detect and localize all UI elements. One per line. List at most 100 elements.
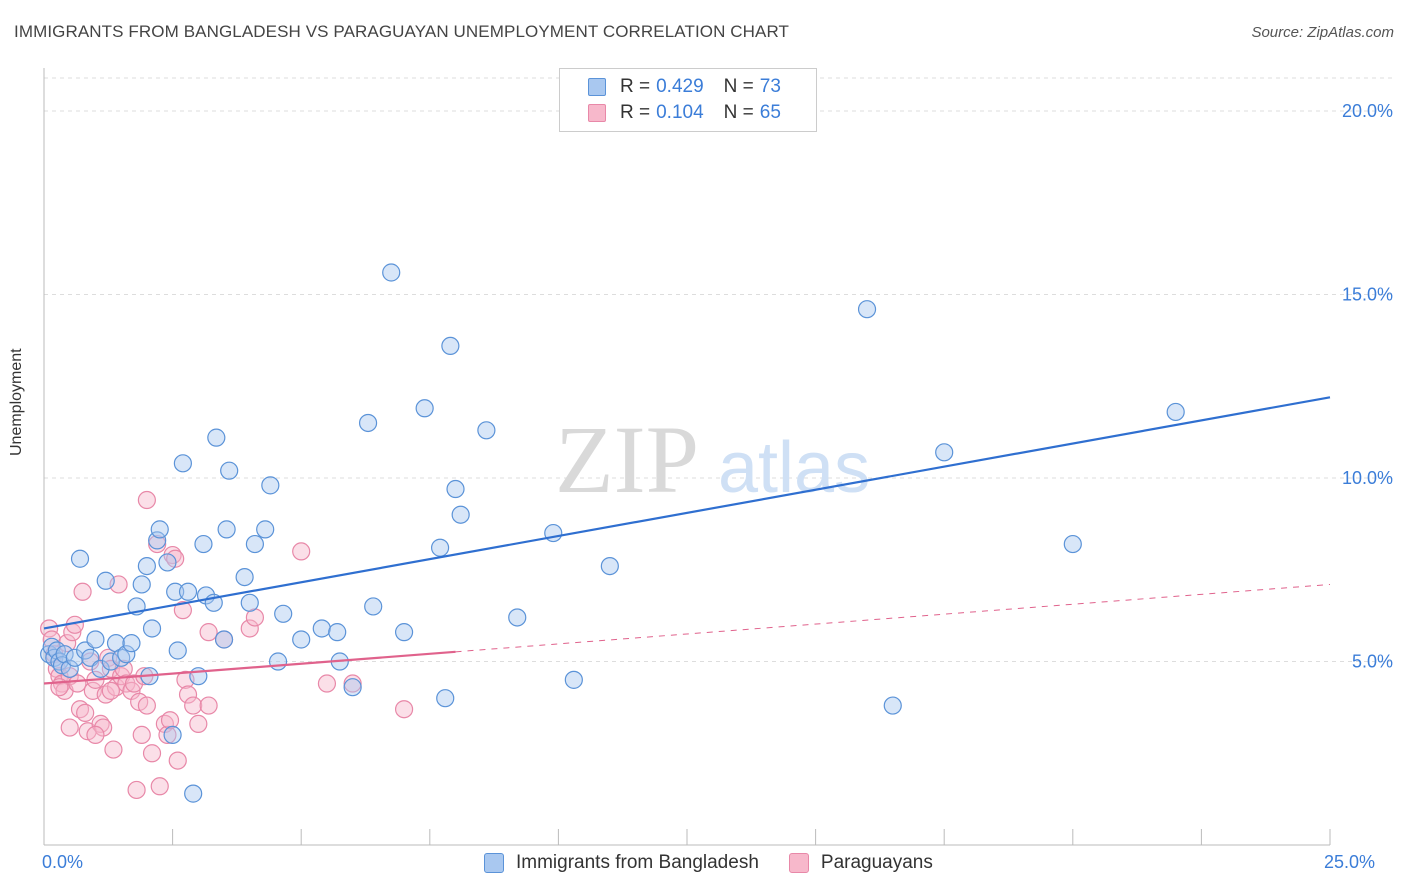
bangladesh-point [382,263,401,282]
paraguayans-point [124,674,144,693]
watermark-atlas: atlas [718,428,870,508]
bangladesh-point [150,520,169,539]
bangladesh-point [564,670,583,689]
bangladesh-point [207,428,226,447]
paraguayans-trend-line [43,650,456,685]
bangladesh-point [857,300,877,319]
bangladesh-point [261,476,280,495]
paraguayans-point [137,490,156,510]
bangladesh-point [184,784,203,803]
bangladesh-point [441,336,460,355]
paraguayans-point [158,725,177,745]
y-tick-label: 10.0% [1342,468,1393,488]
bangladesh-point [436,689,455,708]
bangladesh-point [328,623,347,642]
bangladesh-point [446,479,465,499]
paraguayans-point [68,674,87,693]
bangladesh-point [166,582,185,601]
paraguayans-point [104,740,123,759]
bangladesh-trend-line [43,396,1331,630]
bangladesh-point [364,597,383,616]
axes [43,68,1331,846]
paraguayans-point [199,623,218,642]
bangladesh-point [173,454,192,473]
source-credit: Source: ZipAtlas.com [1251,24,1394,41]
bangladesh-point [96,571,115,590]
paraguayans-point [184,696,203,715]
bangladesh-point [235,568,254,587]
paraguayans-point [292,542,311,561]
paraguayans-point [160,711,180,730]
bangladesh-point [415,399,434,418]
paraguayans-point [42,630,61,649]
bangladesh-point [600,556,619,576]
paraguayans-point [132,725,151,745]
trend-lines [43,396,1331,685]
bangladesh-point [935,443,954,462]
bangladesh-point [117,645,136,664]
paraguayans-point [168,751,187,770]
legend-label-paraguayans: Paraguayans [820,852,933,873]
legend-swatch-blue [484,853,504,873]
paraguayans-point [60,718,79,737]
paraguayans-point [189,714,208,733]
bangladesh-point [91,659,110,678]
paraguayans-point [127,780,146,800]
paraguayans-point [73,582,92,601]
paraguayans-point [199,696,218,715]
bangladesh-point [292,630,311,649]
bangladesh-point [65,648,84,667]
bangladesh-point [240,593,259,612]
legend-swatch-pink [588,104,606,122]
bangladesh-point [60,659,79,678]
paraguayans-point [178,685,198,704]
bangladesh-point [142,619,162,638]
paraguayans-point [317,674,337,693]
x-tick-label-max: 25.0% [1324,852,1376,872]
series-legend: Immigrants from Bangladesh Paraguayans [484,852,963,874]
bangladesh-point [122,634,141,653]
bangladesh-point [148,531,167,550]
legend-item-paraguayans: Paraguayans [788,852,933,874]
stats-legend: R = 0.429 N = 73 R = 0.104 N = 65 [559,68,817,132]
bangladesh-point [312,619,331,638]
paraguayans-point [137,696,156,715]
legend-r-label: R = [620,102,651,123]
paraguayans-point [101,681,120,700]
paraguayans-point [58,634,77,653]
paraguayans-point [150,777,169,796]
bangladesh-point [430,538,450,557]
bangladesh-point [451,505,470,524]
bangladesh-point [101,652,120,671]
chart-title: IMMIGRANTS FROM BANGLADESH VS PARAGUAYAN… [14,22,790,41]
paraguayans-point [142,744,162,763]
legend-n-label: N = [723,76,754,97]
legend-n-value: 65 [759,102,781,123]
legend-r-value: 0.104 [656,102,704,123]
legend-n-label: N = [723,102,754,123]
paraguayans-point [94,718,113,737]
watermark-zip: ZIP [555,406,699,513]
paraguayans-trend-extension [455,583,1331,653]
bangladesh-point [158,553,177,572]
legend-row-paraguayans: R = 0.104 N = 65 [588,101,781,125]
bangladesh-point [168,641,187,660]
y-tick-label: 5.0% [1352,652,1393,672]
bangladesh-point [394,623,414,642]
bangladesh-point [274,604,293,623]
bangladesh-point [343,678,362,697]
legend-r-label: R = [620,76,651,97]
y-tick-labels: 5.0% 10.0% 15.0% 20.0% [1342,101,1393,671]
bangladesh-point [220,461,239,480]
bangladesh-point [245,534,265,554]
paraguayans-point [86,725,105,745]
bangladesh-point [883,696,902,715]
bangladesh-point [508,608,527,627]
legend-row-bangladesh: R = 0.429 N = 73 [588,75,781,99]
bangladesh-point [194,534,213,554]
legend-swatch-blue [588,78,606,96]
bangladesh-point [268,652,288,671]
y-axis-label: Unemployment [8,348,25,456]
bangladesh-point [86,630,105,649]
